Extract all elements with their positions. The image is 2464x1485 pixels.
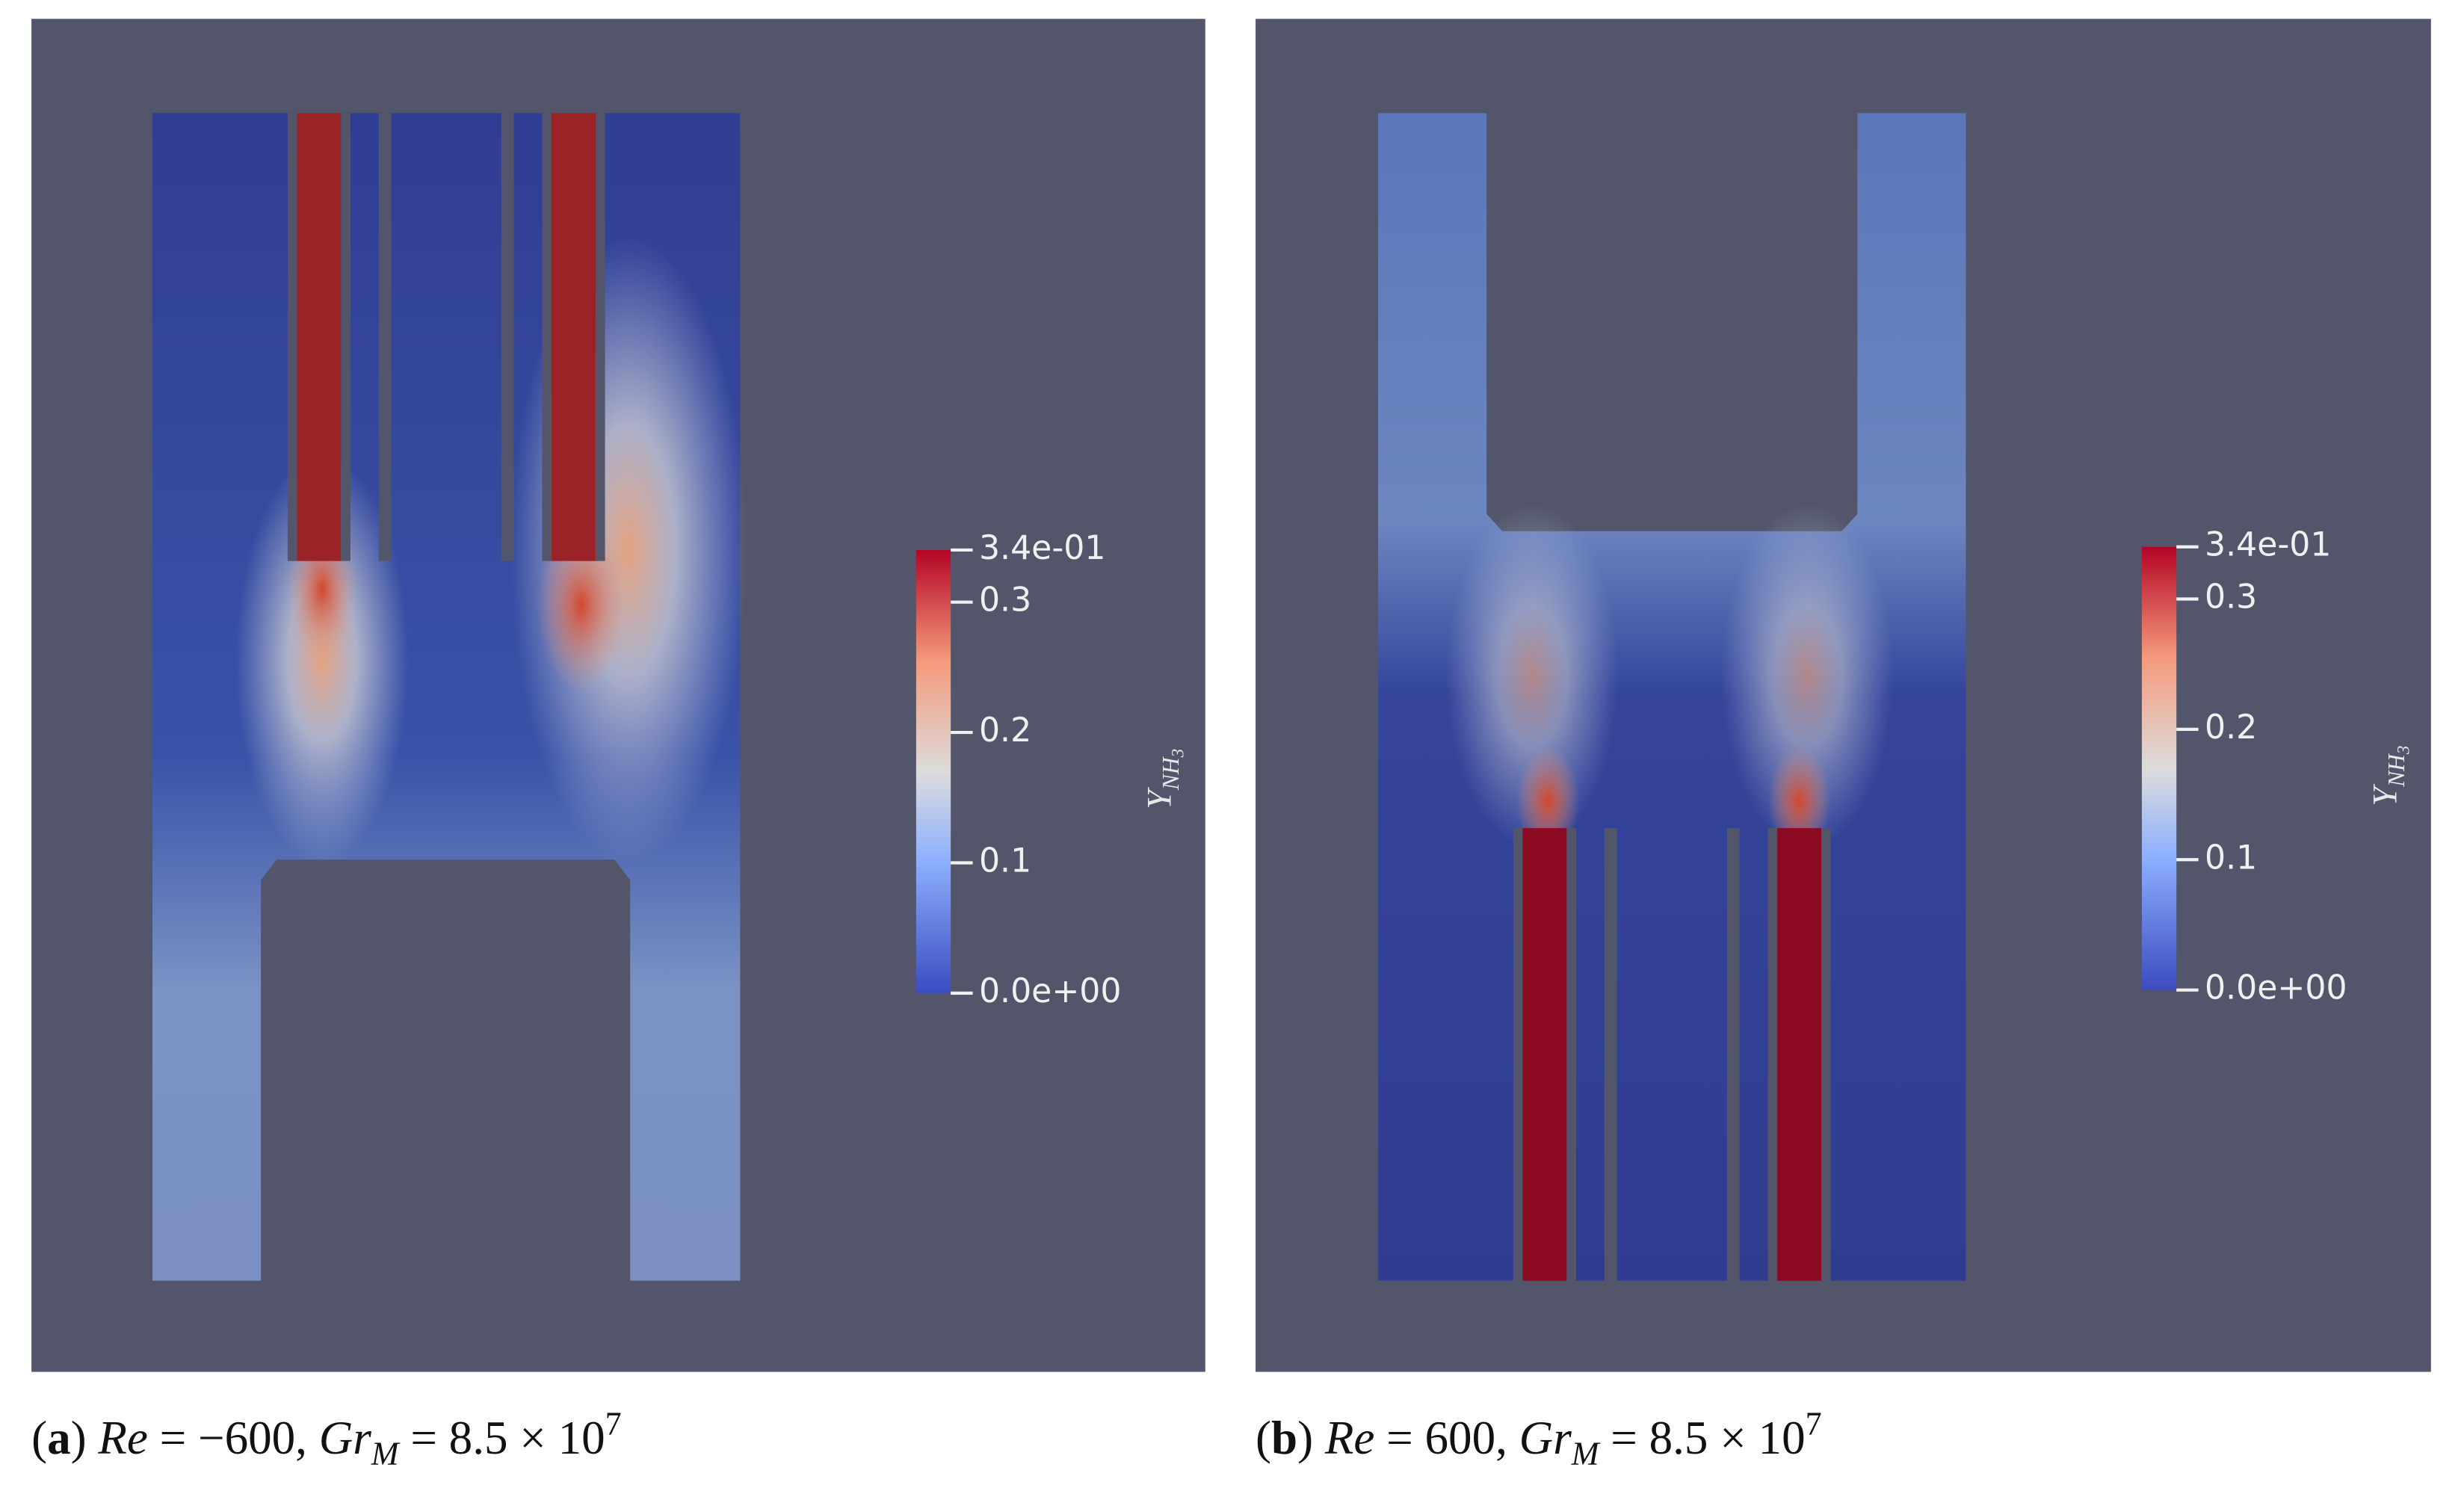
colorbar-tick-label: 0.2 [2205,708,2257,747]
walls [1513,828,1831,1281]
plume [1445,502,1619,849]
colorbar-tick-label: 0.2 [979,711,1031,750]
colorbar-tick-label: 0.0e+00 [979,972,1122,1010]
inlet [552,113,596,561]
colorbar-tick-label: 0.1 [979,842,1031,880]
colorbar-tick-label: 0.3 [2205,578,2257,616]
colorbar-tick-label: 3.4e-01 [2205,526,2331,564]
colorbar [2141,546,2177,990]
colorbar-tick-label: 0.3 [979,581,1031,620]
panel-a: YNH3 (a) Re = −600, GrM = 8.5 × 107 3.4e… [31,19,1205,1475]
caption: (a) Re = −600, GrM = 8.5 × 107 [31,1406,622,1475]
colorbar-title: YNH3 [2367,746,2414,806]
colorbar-tick-label: 0.1 [2205,839,2257,877]
colorbar [915,549,951,993]
colorbar-tick-label: 3.4e-01 [979,529,1105,567]
plume [235,455,409,865]
plume-core [537,518,626,692]
plume [1720,502,1894,849]
panel-b: YNH3 (b) Re = 600, GrM = 8.5 × 107 3.4e-… [1256,19,2431,1475]
caption: (b) Re = 600, GrM = 8.5 × 107 [1256,1406,1822,1475]
inlet [1777,828,1821,1281]
colorbar-tick-label: 0.0e+00 [2205,969,2347,1007]
inlet [297,113,342,561]
colorbar-title: YNH3 [1140,749,1188,809]
inlet [1522,828,1567,1281]
walls [287,113,605,561]
